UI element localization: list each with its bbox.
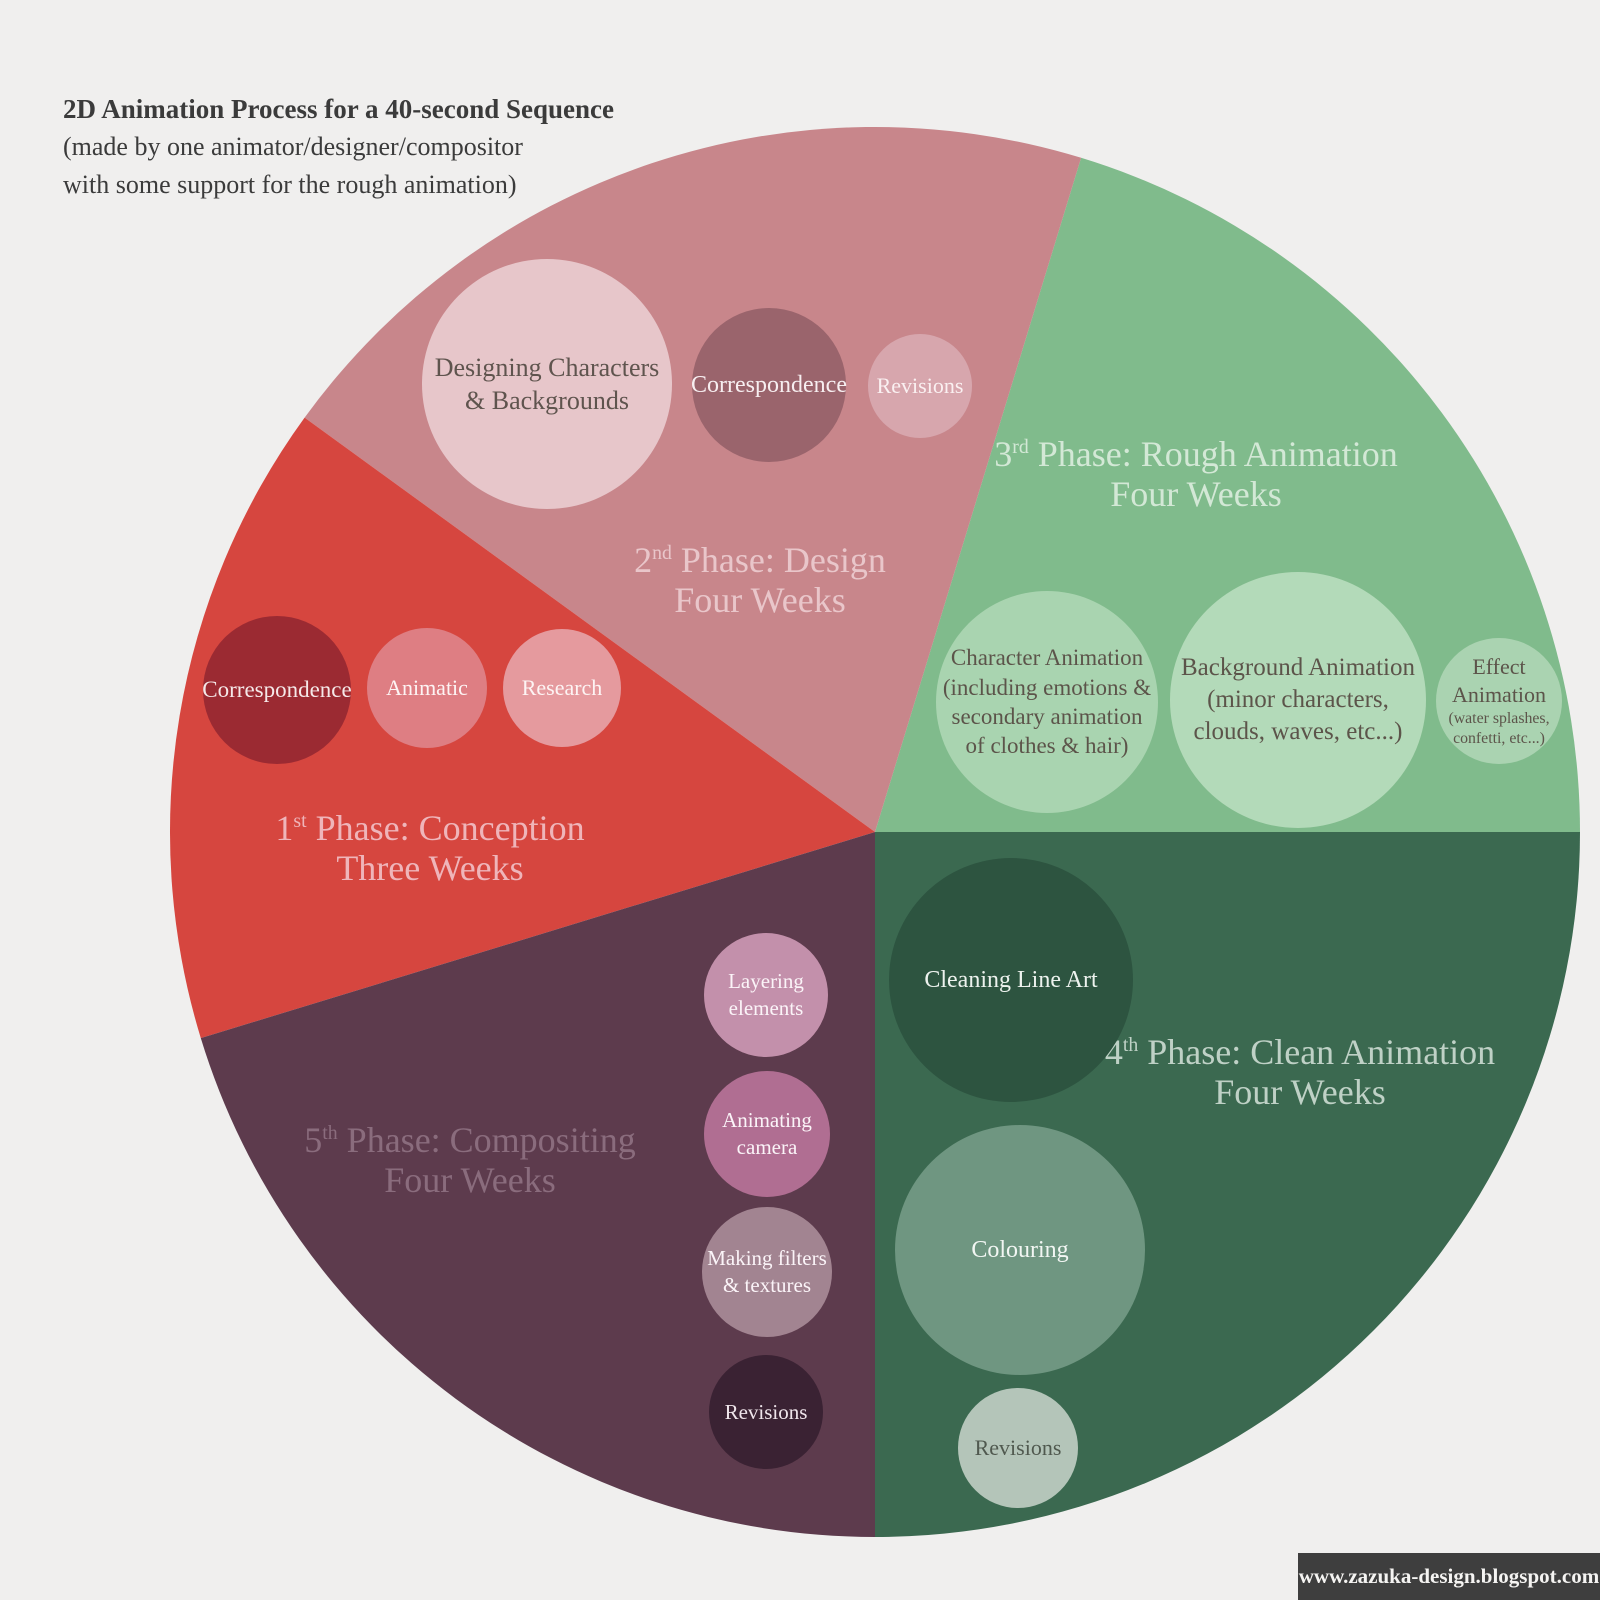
bubble-phase-4-revisions: Revisions xyxy=(958,1388,1078,1508)
chart-subtitle-line2: with some support for the rough animatio… xyxy=(63,170,517,199)
bubble-label: Revisions xyxy=(974,1434,1062,1460)
phase-label-phase-2: 2nd Phase: Design Four Weeks xyxy=(634,540,886,620)
bubble-label: Animating camera xyxy=(722,1108,812,1159)
bubble-label: Cleaning Line Art xyxy=(924,966,1098,993)
bubble-label: Character Animation (including emotions … xyxy=(942,645,1152,759)
watermark-url: www.zazuka-design.blogspot.com xyxy=(1298,1553,1600,1600)
bubble-phase-1-correspondence: Correspondence xyxy=(202,616,352,764)
chart-title: 2D Animation Process for a 40-second Seq… xyxy=(63,94,614,124)
bubble-phase-2-designing-characters: Designing Characters & Backgrounds xyxy=(422,259,672,509)
bubble-phase-2-correspondence: Correspondence xyxy=(691,308,847,462)
bubble-phase-5-animating: Animating camera xyxy=(704,1071,830,1197)
bubble-phase-4-cleaning-line-art: Cleaning Line Art xyxy=(889,858,1133,1102)
bubble-phase-2-revisions: Revisions xyxy=(868,334,972,438)
chart-title-block: 2D Animation Process for a 40-second Seq… xyxy=(63,90,614,204)
phase-label-phase-3: 3rd Phase: Rough Animation Four Weeks xyxy=(994,434,1398,514)
bubble-phase-3-background-animation: Background Animation (minor characters, … xyxy=(1170,572,1426,828)
bubble-phase-3-effect: Effect Animation (water splashes, confett… xyxy=(1436,638,1562,764)
bubble-label: Revisions xyxy=(724,1399,808,1424)
bubble-sublabel: (water splashes, confetti, etc...) xyxy=(1448,710,1550,748)
bubble-label: Revisions xyxy=(876,372,964,398)
bubble-label: Background Animation (minor characters, … xyxy=(1181,654,1415,745)
bubble-phase-5-revisions: Revisions xyxy=(709,1355,823,1469)
phase-label-phase-4: 4th Phase: Clean Animation Four Weeks xyxy=(1104,1032,1496,1112)
bubble-label: Effect Animation xyxy=(1451,654,1547,708)
bubble-phase-4-colouring: Colouring xyxy=(895,1125,1145,1375)
bubble-phase-5-making-filters: Making filters & textures xyxy=(702,1207,832,1337)
phase-label-phase-1: 1st Phase: Conception Three Weeks xyxy=(275,808,585,888)
chart-subtitle-line1: (made by one animator/designer/composito… xyxy=(63,132,523,161)
bubble-phase-3-character-animation: Character Animation (including emotions … xyxy=(936,591,1158,813)
bubble-phase-1-research: Research xyxy=(503,629,621,747)
bubble-label: Layering elements xyxy=(728,969,804,1020)
bubble-label: Correspondence xyxy=(691,371,847,398)
bubble-phase-1-animatic: Animatic xyxy=(367,628,487,748)
bubble-phase-5-layering: Layering elements xyxy=(704,933,828,1057)
bubble-label: Correspondence xyxy=(202,677,352,703)
bubble-label: Making filters & textures xyxy=(707,1246,827,1297)
bubble-label: Research xyxy=(521,674,603,700)
bubble-label: Colouring xyxy=(971,1236,1069,1263)
phase-label-phase-5: 5th Phase: Compositing Four Weeks xyxy=(304,1120,636,1200)
bubble-label: Designing Characters & Backgrounds xyxy=(434,352,660,415)
bubble-label: Animatic xyxy=(386,674,468,700)
